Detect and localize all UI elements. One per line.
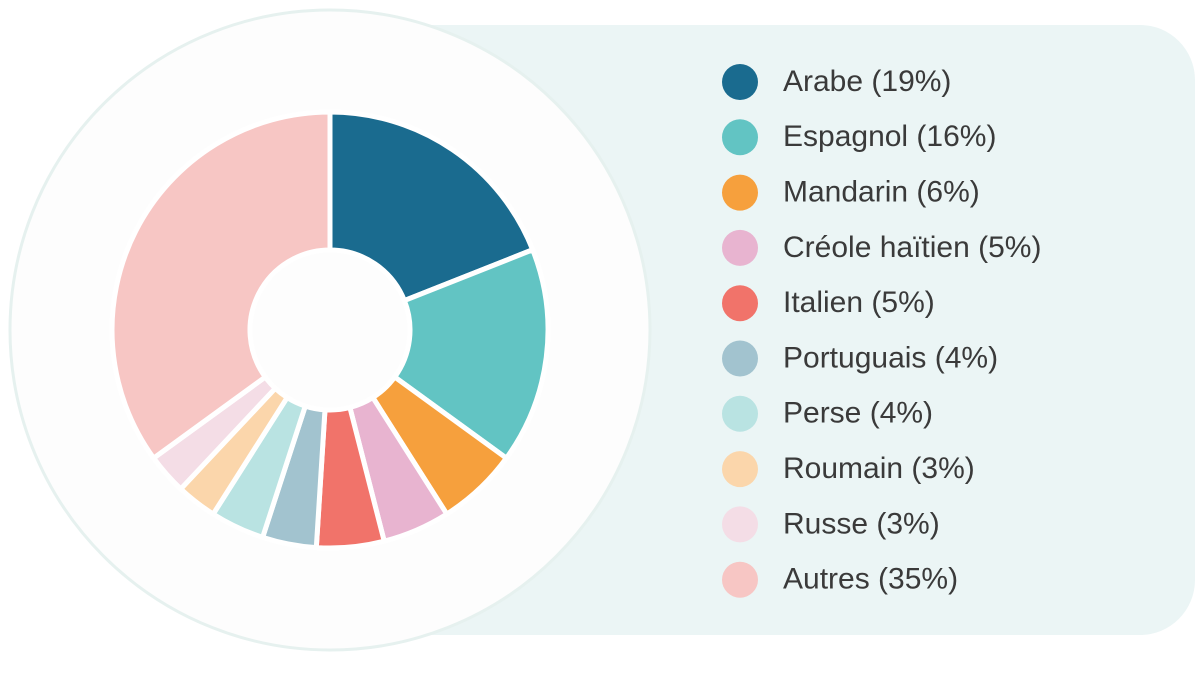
- legend-label: Autres (35%): [783, 563, 958, 596]
- donut-slice: [109, 109, 333, 461]
- legend-marker: [722, 174, 758, 211]
- legend-marker: [722, 229, 758, 266]
- donut-backdrop: [8, 8, 652, 652]
- legend-marker: [722, 451, 758, 488]
- donut-slice: [327, 109, 536, 304]
- legend-label: Espagnol (16%): [783, 120, 996, 153]
- legend-label: Roumain (3%): [783, 452, 975, 485]
- legend-label: Italien (5%): [783, 286, 935, 319]
- legend-marker: [722, 119, 758, 156]
- legend-label: Portuguais (4%): [783, 341, 998, 374]
- legend-marker: [722, 340, 758, 377]
- legend-marker: [722, 285, 758, 322]
- legend-marker: [722, 64, 758, 100]
- legend-label: Arabe (19%): [783, 65, 951, 98]
- legend-marker: [722, 395, 758, 432]
- legend-marker: [722, 506, 758, 543]
- legend-marker: [722, 561, 758, 598]
- legend-label: Créole haïtien (5%): [783, 231, 1041, 264]
- legend-label: Perse (4%): [783, 397, 933, 430]
- legend-label: Mandarin (6%): [783, 176, 980, 209]
- donut-slice: [392, 247, 551, 461]
- legend-label: Russe (3%): [783, 507, 940, 540]
